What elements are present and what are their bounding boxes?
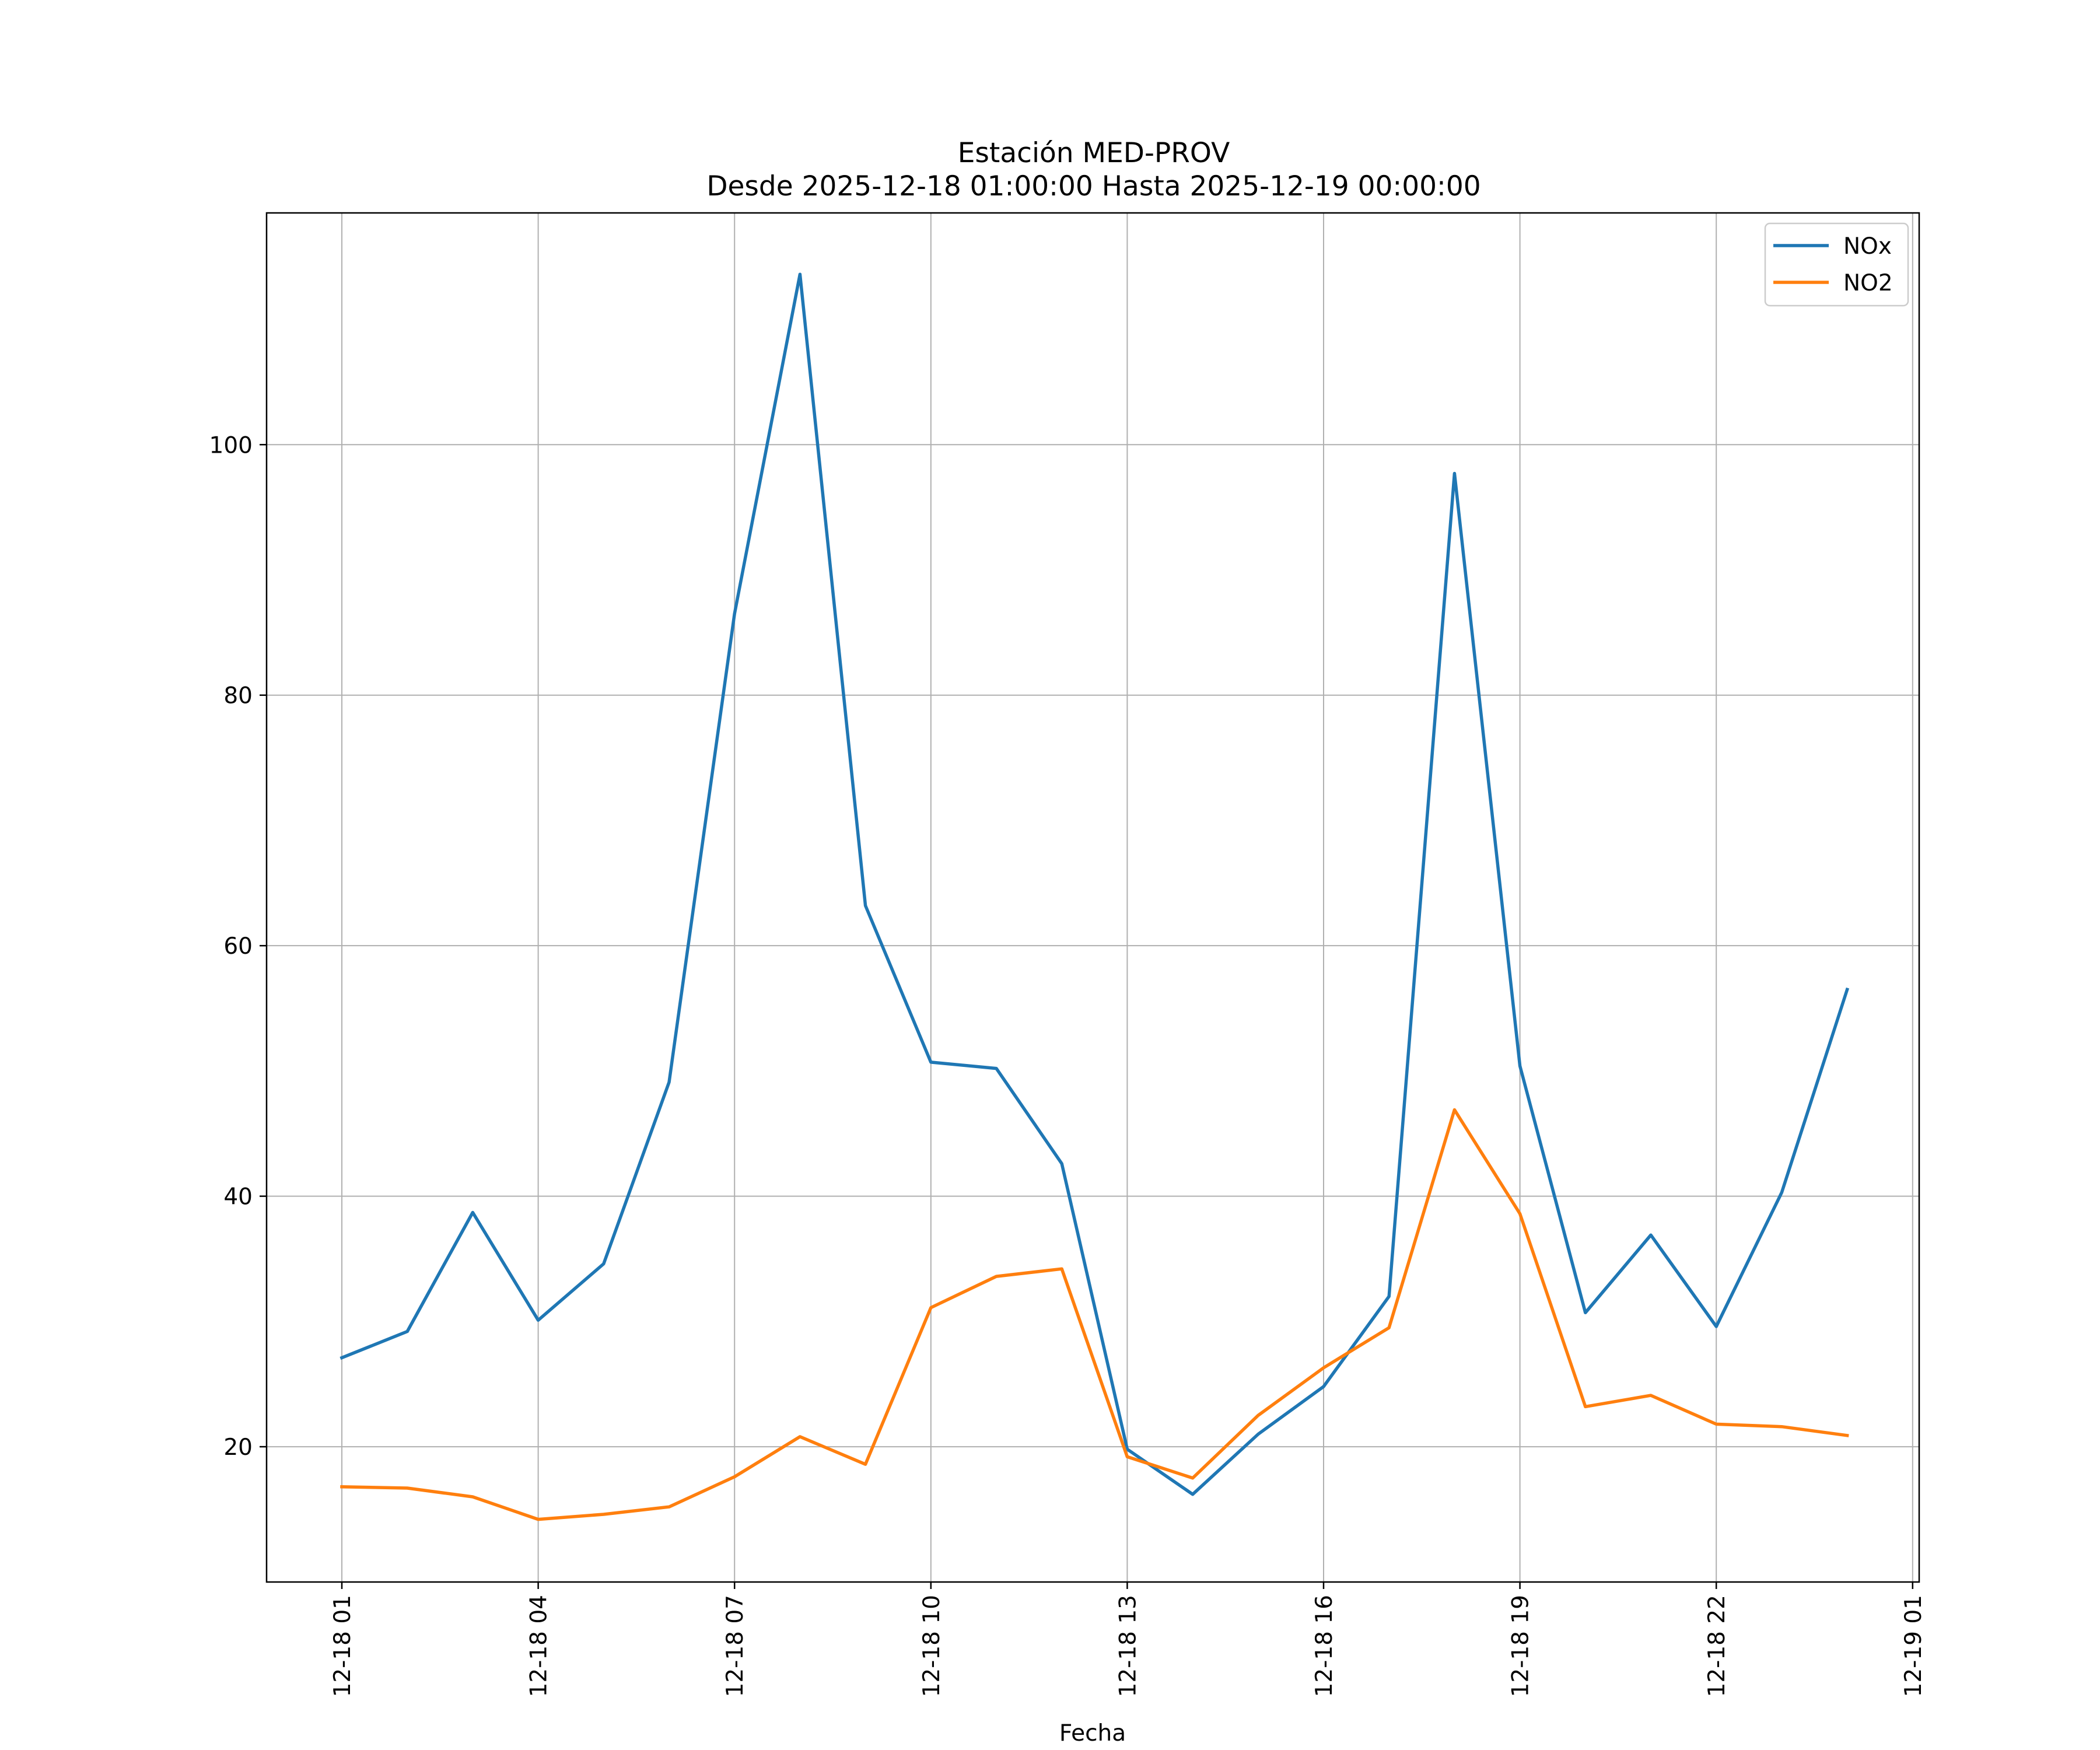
data-point-nox <box>996 1068 997 1069</box>
x-axis-label: Fecha <box>1059 1720 1126 1746</box>
y-axis-ticks: 20 40 60 80 100 <box>209 432 267 1461</box>
x-axis-ticks: 12-18 01 12-18 04 12-18 07 12-18 10 12-18 13… <box>330 1582 1927 1697</box>
x-tick-label: 12-18 07 <box>722 1595 748 1697</box>
chart-title-line-2: Desde 2025-12-18 01:00:00 Hasta 2025-12-… <box>706 170 1480 202</box>
x-tick-label: 12-18 04 <box>526 1595 552 1697</box>
data-point-nox <box>407 1331 408 1332</box>
series-lines <box>340 272 1850 1521</box>
legend: NOx NO2 <box>1764 222 1909 307</box>
series-line-nox <box>340 272 1850 1496</box>
y-tick-label: 40 <box>223 1184 253 1210</box>
series-line-no2 <box>340 1108 1849 1521</box>
y-tick-label: 100 <box>209 432 253 459</box>
x-tick-label: 12-18 13 <box>1115 1595 1141 1697</box>
x-tick-label: 12-18 16 <box>1311 1595 1338 1697</box>
data-point-nox <box>1389 1296 1390 1297</box>
legend-label-no2: NO2 <box>1843 270 1893 296</box>
data-point-nox <box>1585 1312 1586 1313</box>
chart-title-line-1: Estación MED-PROV <box>958 137 1230 169</box>
data-point-no2 <box>865 1464 866 1465</box>
x-tick-label: 12-18 01 <box>330 1595 356 1697</box>
data-point-no2 <box>734 1476 735 1477</box>
data-point-nox <box>669 1082 670 1083</box>
data-point-nox <box>865 905 866 906</box>
data-point-nox <box>1716 1326 1717 1327</box>
grid <box>267 213 1919 1582</box>
x-tick-label: 12-18 10 <box>919 1595 945 1697</box>
y-tick-label: 20 <box>223 1434 253 1461</box>
data-point-no2 <box>407 1488 408 1489</box>
y-tick-label: 60 <box>223 933 253 960</box>
x-tick-label: 12-18 22 <box>1704 1595 1730 1697</box>
x-tick-label: 12-19 01 <box>1901 1595 1927 1697</box>
data-point-nox <box>1127 1449 1128 1450</box>
data-point-no2 <box>603 1514 604 1515</box>
data-point-nox <box>1454 473 1455 474</box>
plot-frame <box>265 212 1920 1583</box>
x-tick-label: 12-18 19 <box>1508 1595 1534 1697</box>
data-point-no2 <box>930 1307 931 1308</box>
y-tick-label: 80 <box>223 683 253 709</box>
data-point-no2 <box>996 1276 997 1277</box>
data-point-no2 <box>1585 1406 1586 1407</box>
legend-label-nox: NOx <box>1843 233 1892 260</box>
